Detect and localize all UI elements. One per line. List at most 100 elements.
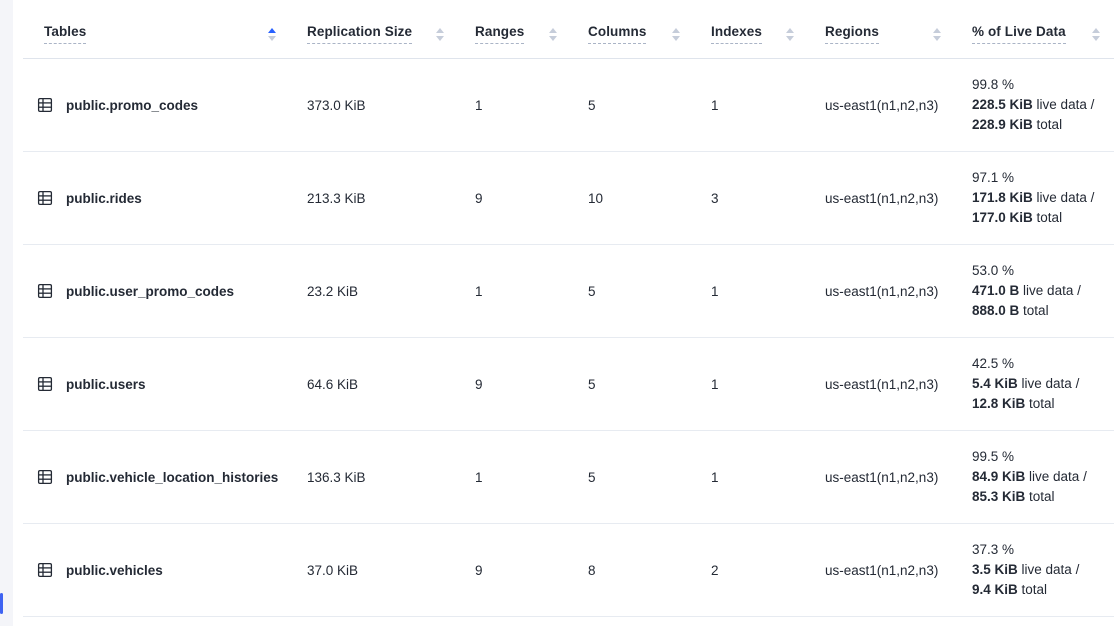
column-header-label: Ranges: [475, 24, 525, 44]
ranges-cell: 9: [475, 562, 483, 578]
total-size-line: 228.9 KiB total: [972, 117, 1063, 132]
column-header-label: Regions: [825, 24, 879, 44]
sort-toggle-icon: [933, 27, 941, 41]
columns-cell: 8: [588, 562, 596, 578]
sort-desc-icon: [268, 35, 276, 41]
column-header-ranges[interactable]: Ranges: [458, 10, 571, 58]
column-header-replication-size[interactable]: Replication Size: [290, 10, 458, 58]
table-name-cell: public.users: [23, 338, 290, 430]
regions-cell: us-east1(n1,n2,n3): [825, 376, 939, 392]
live-size-line: 84.9 KiB live data /: [972, 469, 1087, 484]
table-name-cell: public.vehicle_location_histories: [23, 431, 290, 523]
column-header-tables[interactable]: Tables: [23, 10, 290, 58]
table-icon: [37, 97, 53, 113]
table-row: public.promo_codes 373.0 KiB 1 5 1 us-ea…: [23, 59, 1114, 152]
replication-size-cell: 213.3 KiB: [307, 190, 366, 206]
table-name-link[interactable]: public.vehicle_location_histories: [66, 469, 279, 485]
table-name-link[interactable]: public.promo_codes: [66, 97, 199, 113]
ranges-cell: 9: [475, 190, 483, 206]
total-size-line: 85.3 KiB total: [972, 489, 1055, 504]
table-row: public.rides 213.3 KiB 9 10 3 us-east1(n…: [23, 152, 1114, 245]
table-icon: [37, 190, 53, 206]
sort-toggle-icon: [786, 27, 794, 41]
table-name-cell: public.rides: [23, 152, 290, 244]
sort-asc-icon: [268, 27, 276, 33]
table-header-row: Tables Replication Size Ranges: [23, 10, 1114, 59]
replication-size-cell: 37.0 KiB: [307, 562, 359, 578]
column-header-live-data[interactable]: % of Live Data: [955, 10, 1114, 58]
total-size-line: 12.8 KiB total: [972, 396, 1055, 411]
table-name-link[interactable]: public.users: [66, 376, 146, 392]
ranges-cell: 9: [475, 376, 483, 392]
columns-cell: 5: [588, 469, 596, 485]
sort-asc-icon: [672, 27, 680, 33]
left-scrollbar-thumb[interactable]: [0, 593, 3, 614]
table-icon: [37, 562, 53, 578]
sort-asc-icon: [786, 27, 794, 33]
sort-desc-icon: [933, 35, 941, 41]
column-header-label: Replication Size: [307, 24, 413, 44]
sort-asc-icon: [933, 27, 941, 33]
live-data-cell: 99.8 % 228.5 KiB live data / 228.9 KiB t…: [955, 59, 1114, 151]
sort-asc-icon: [549, 27, 557, 33]
total-size-line: 9.4 KiB total: [972, 582, 1048, 597]
live-size-line: 3.5 KiB live data /: [972, 562, 1080, 577]
replication-size-cell: 373.0 KiB: [307, 97, 366, 113]
sort-desc-icon: [549, 35, 557, 41]
column-header-label: % of Live Data: [972, 24, 1066, 44]
regions-cell: us-east1(n1,n2,n3): [825, 283, 939, 299]
ranges-cell: 1: [475, 283, 483, 299]
column-header-indexes[interactable]: Indexes: [694, 10, 808, 58]
table-body: public.promo_codes 373.0 KiB 1 5 1 us-ea…: [23, 59, 1114, 617]
left-gutter: [0, 0, 13, 626]
indexes-cell: 1: [711, 97, 719, 113]
live-size-line: 5.4 KiB live data /: [972, 376, 1080, 391]
table-row: public.users 64.6 KiB 9 5 1 us-east1(n1,…: [23, 338, 1114, 431]
sort-desc-icon: [1092, 35, 1100, 41]
table-icon: [37, 283, 53, 299]
live-size-line: 471.0 B live data /: [972, 283, 1081, 298]
columns-cell: 5: [588, 376, 596, 392]
column-header-regions[interactable]: Regions: [808, 10, 955, 58]
sort-toggle-icon: [549, 27, 557, 41]
columns-cell: 5: [588, 97, 596, 113]
table-name-cell: public.user_promo_codes: [23, 245, 290, 337]
ranges-cell: 1: [475, 97, 483, 113]
column-header-columns[interactable]: Columns: [571, 10, 694, 58]
sort-desc-icon: [786, 35, 794, 41]
column-header-label: Indexes: [711, 24, 762, 44]
table-name-link[interactable]: public.vehicles: [66, 562, 163, 578]
sort-toggle-icon: [672, 27, 680, 41]
indexes-cell: 1: [711, 469, 719, 485]
live-data-cell: 53.0 % 471.0 B live data / 888.0 B total: [955, 245, 1114, 337]
table-name-cell: public.vehicles: [23, 524, 290, 616]
live-percent: 97.1 %: [972, 170, 1015, 185]
live-percent: 53.0 %: [972, 263, 1015, 278]
table-row: public.user_promo_codes 23.2 KiB 1 5 1 u…: [23, 245, 1114, 338]
live-size-line: 171.8 KiB live data /: [972, 190, 1095, 205]
live-size-line: 228.5 KiB live data /: [972, 97, 1095, 112]
replication-size-cell: 64.6 KiB: [307, 376, 359, 392]
table-row: public.vehicle_location_histories 136.3 …: [23, 431, 1114, 524]
total-size-line: 888.0 B total: [972, 303, 1049, 318]
replication-size-cell: 136.3 KiB: [307, 469, 366, 485]
live-percent: 37.3 %: [972, 542, 1015, 557]
live-data-cell: 42.5 % 5.4 KiB live data / 12.8 KiB tota…: [955, 338, 1114, 430]
table-name-link[interactable]: public.rides: [66, 190, 142, 206]
columns-cell: 10: [588, 190, 604, 206]
indexes-cell: 1: [711, 283, 719, 299]
table-name-link[interactable]: public.user_promo_codes: [66, 283, 235, 299]
live-percent: 42.5 %: [972, 356, 1015, 371]
regions-cell: us-east1(n1,n2,n3): [825, 97, 939, 113]
sort-desc-icon: [672, 35, 680, 41]
columns-cell: 5: [588, 283, 596, 299]
table-icon: [37, 376, 53, 392]
table-name-cell: public.promo_codes: [23, 59, 290, 151]
replication-size-cell: 23.2 KiB: [307, 283, 359, 299]
sort-toggle-icon: [1092, 27, 1100, 41]
tables-table: Tables Replication Size Ranges: [23, 10, 1114, 617]
live-data-cell: 97.1 % 171.8 KiB live data / 177.0 KiB t…: [955, 152, 1114, 244]
table-row: public.vehicles 37.0 KiB 9 8 2 us-east1(…: [23, 524, 1114, 617]
sort-desc-icon: [436, 35, 444, 41]
